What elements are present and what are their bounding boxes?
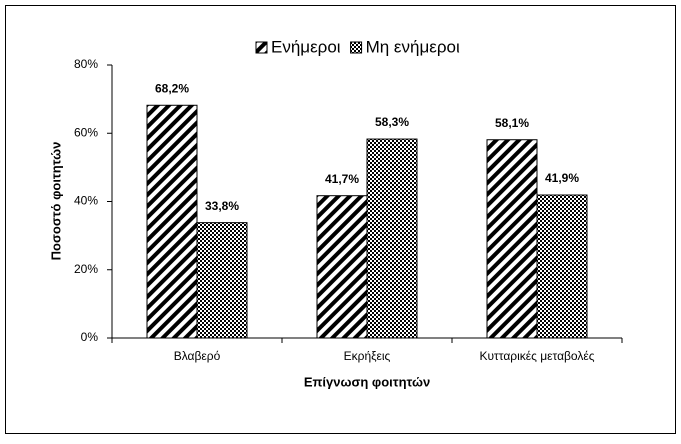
legend-label: Μη ενήμεροι — [366, 37, 460, 56]
bar — [536, 194, 588, 339]
value-label: 41,7% — [325, 172, 359, 186]
value-label: 41,9% — [545, 171, 579, 185]
x-tick-label: Βλαβερό — [174, 349, 221, 363]
value-label: 58,1% — [495, 116, 529, 130]
legend-swatch — [350, 41, 363, 54]
y-tick-label: 40% — [74, 194, 98, 208]
value-label: 58,3% — [375, 115, 409, 129]
bar — [196, 222, 248, 339]
y-tick-label: 0% — [81, 330, 99, 344]
legend-swatch — [255, 41, 268, 54]
bar — [486, 139, 538, 339]
value-label: 33,8% — [205, 199, 239, 213]
x-axis-label: Επίγνωση φοιτητών — [304, 374, 430, 389]
x-tick-label: Εκρήξεις — [344, 349, 391, 363]
x-tick-label: Κυτταρικές μεταβολές — [479, 349, 594, 363]
y-tick-label: 80% — [74, 57, 98, 71]
bar — [146, 104, 198, 339]
y-axis-label: Ποσοστό φοιτητών — [48, 142, 63, 261]
legend-label: Ενήμεροι — [271, 37, 341, 56]
bar — [316, 195, 368, 339]
bar — [366, 138, 418, 339]
y-tick-label: 20% — [74, 262, 98, 276]
y-tick-label: 60% — [74, 125, 98, 139]
value-label: 68,2% — [155, 81, 189, 95]
